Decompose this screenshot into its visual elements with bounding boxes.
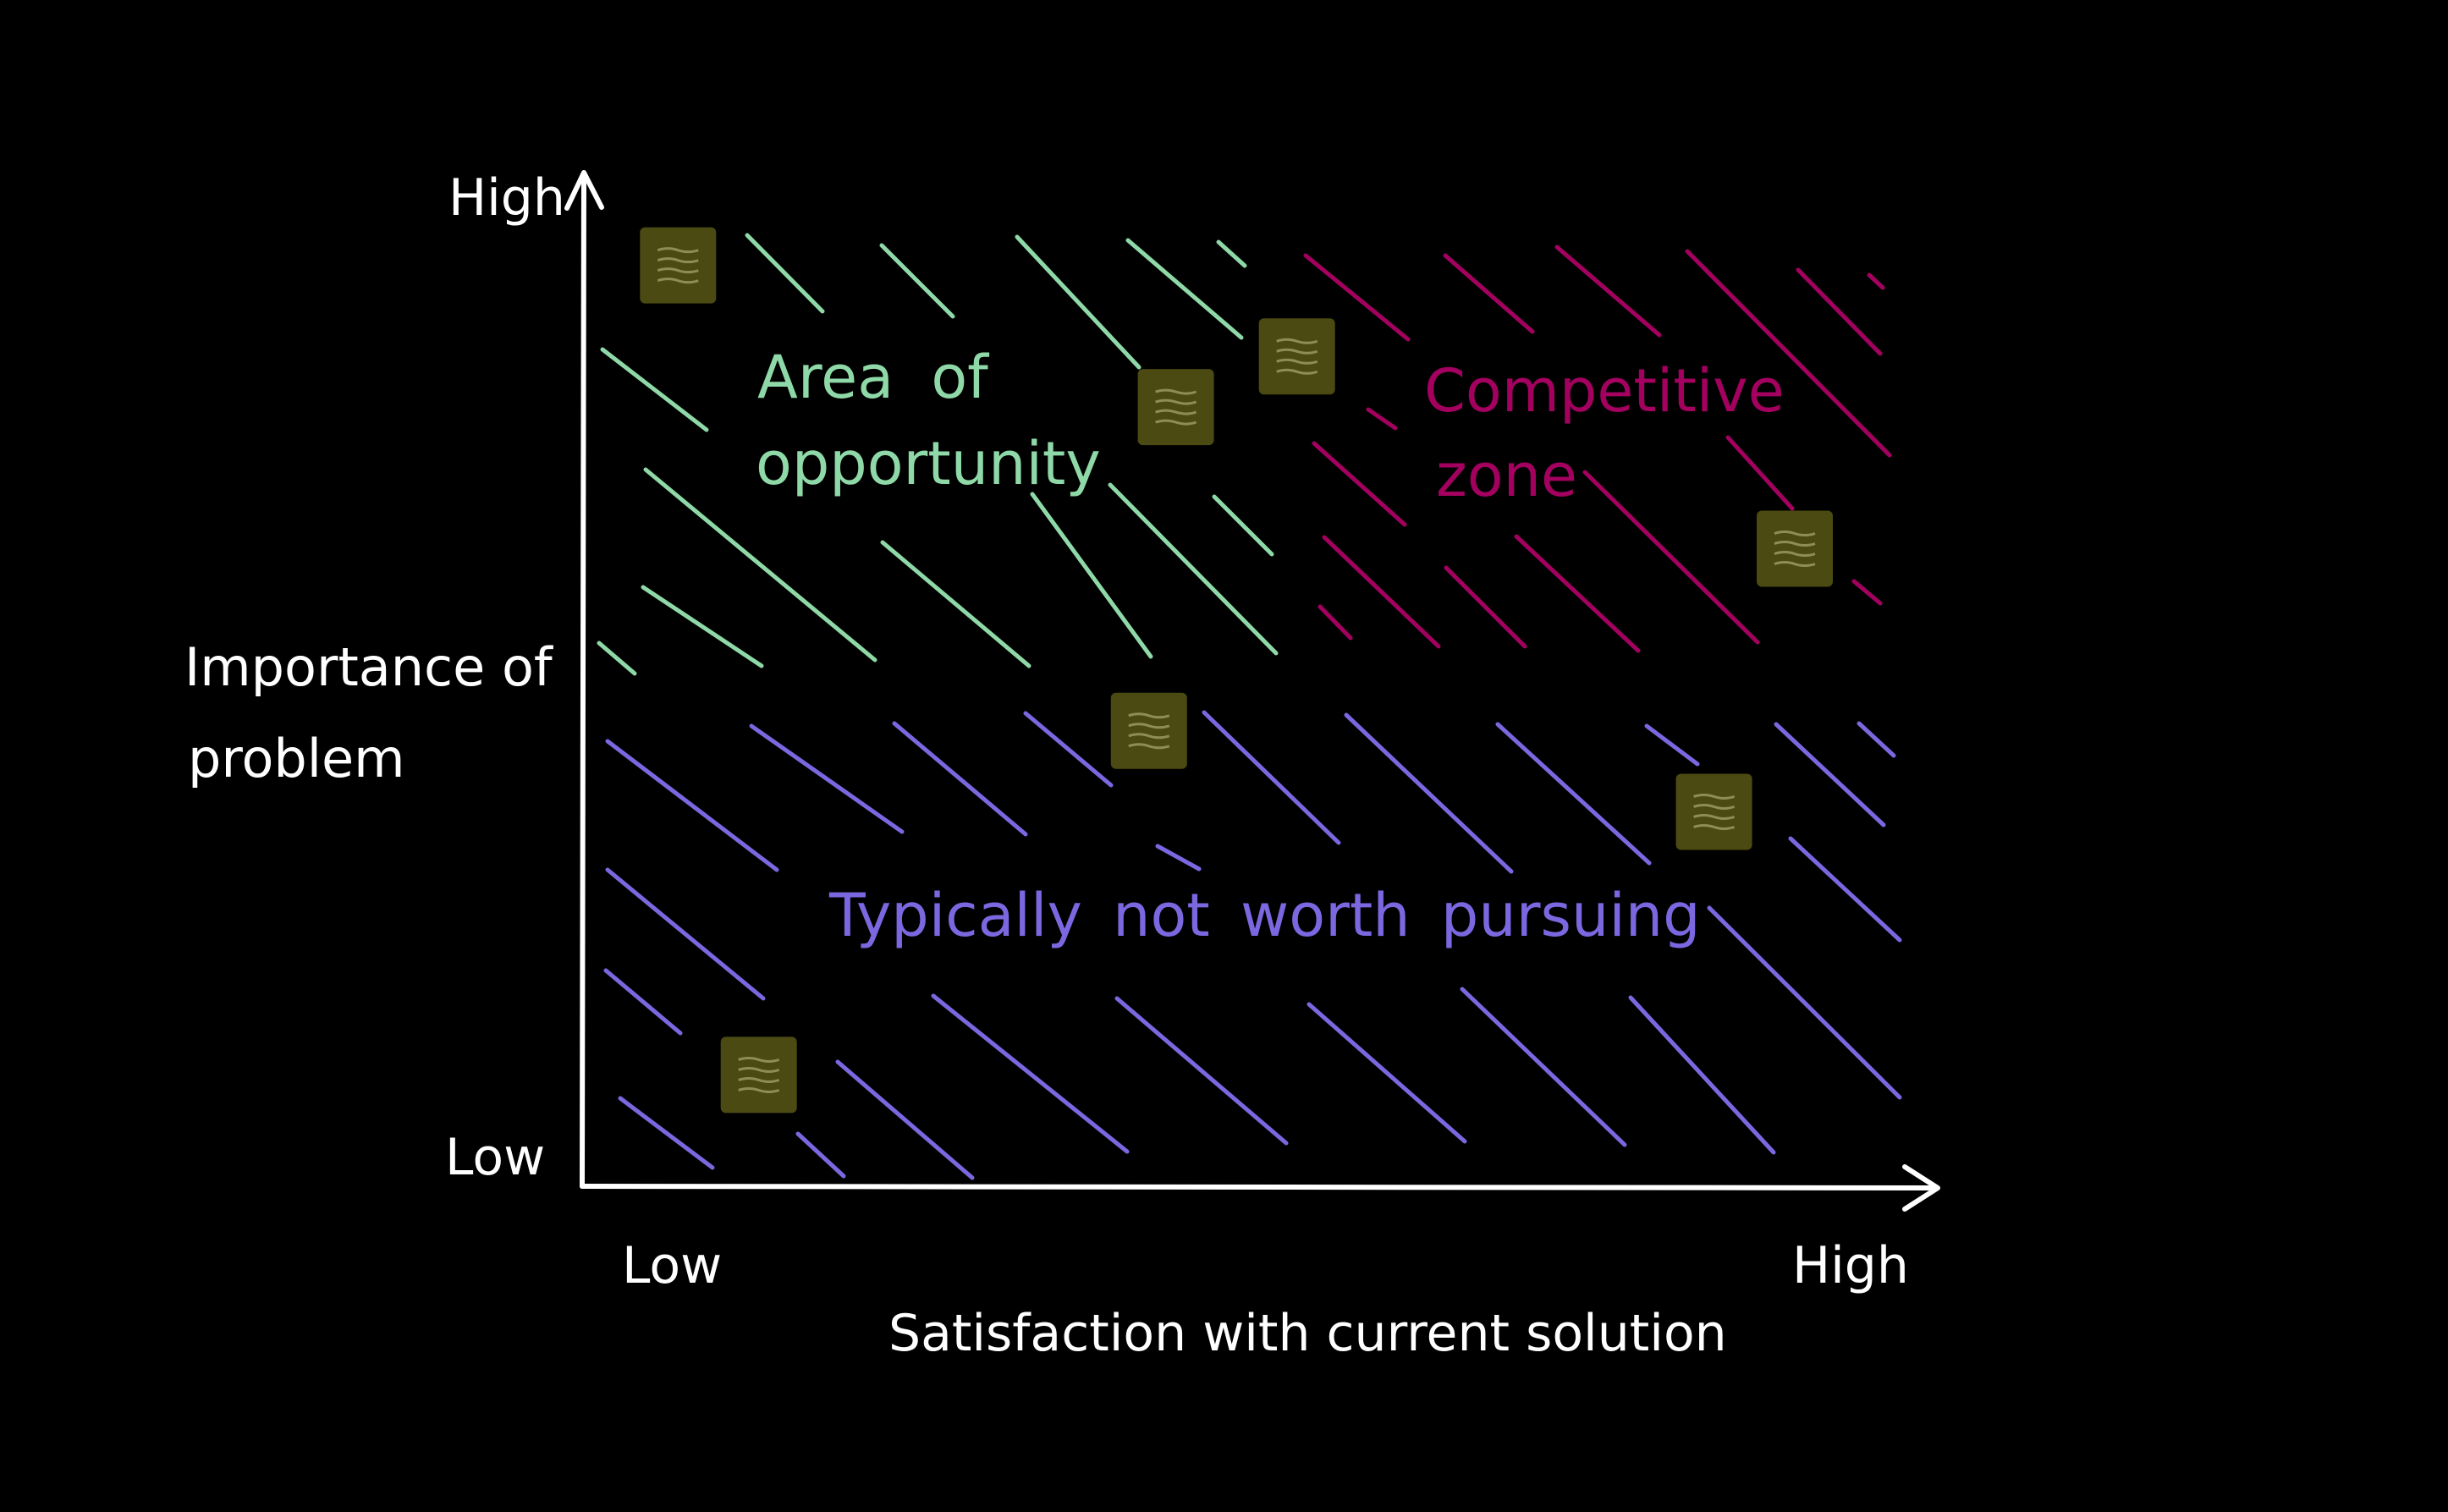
sticky-note-body <box>1137 369 1214 446</box>
sticky-note-text-lines-icon <box>1155 419 1197 426</box>
x-axis-title: Satisfaction with current solution <box>888 1304 1727 1363</box>
sticky-note-text-lines-icon <box>657 257 699 264</box>
sticky-note <box>640 227 717 304</box>
sticky-note-body <box>1757 510 1833 587</box>
sticky-note-body <box>720 1036 797 1113</box>
sticky-note-body <box>1110 692 1187 769</box>
sticky-note-text-lines-icon <box>1276 358 1318 365</box>
y-axis-title-line1: Importance of <box>184 636 554 698</box>
sticky-note-text-lines-icon <box>1128 712 1170 719</box>
sticky-note-text-lines-icon <box>1128 723 1170 729</box>
competitive-label-line1: Competitive <box>1424 356 1785 426</box>
y-axis-line <box>580 172 586 1189</box>
x-axis-line <box>580 1184 1936 1190</box>
sticky-note <box>1137 369 1214 446</box>
sticky-note-text-lines-icon <box>657 278 699 284</box>
sticky-note-text-lines-icon <box>738 1086 780 1093</box>
x-axis-high-label: High <box>1792 1236 1909 1295</box>
sticky-note-text-lines-icon <box>1276 348 1318 355</box>
sticky-note-text-lines-icon <box>738 1076 780 1083</box>
sticky-note-text-lines-icon <box>1155 388 1197 395</box>
y-axis-title-line2: problem <box>188 728 405 789</box>
sticky-note <box>720 1036 797 1113</box>
y-axis-low-label: Low <box>445 1128 545 1187</box>
sticky-note <box>1675 773 1752 850</box>
sticky-note-text-lines-icon <box>1774 541 1816 547</box>
sticky-note-text-lines-icon <box>1774 561 1816 568</box>
competitive-hatching <box>1303 245 1892 653</box>
opportunity-label-line2: opportunity <box>756 429 1101 498</box>
sticky-notes <box>640 227 1833 1113</box>
sticky-note-text-lines-icon <box>1774 551 1816 558</box>
sticky-note-text-lines-icon <box>1128 733 1170 740</box>
sticky-note-text-lines-icon <box>657 267 699 274</box>
sticky-note-text-lines-icon <box>738 1056 780 1063</box>
sticky-note-text-lines-icon <box>1155 409 1197 415</box>
sticky-note-body <box>640 227 717 304</box>
sticky-note-body <box>1258 318 1335 395</box>
sticky-note-text-lines-icon <box>738 1066 780 1073</box>
sticky-note-text-lines-icon <box>1128 743 1170 750</box>
sticky-note <box>1110 692 1187 769</box>
sticky-note-text-lines-icon <box>1774 531 1816 537</box>
sticky-note-body <box>1675 773 1752 850</box>
x-axis-low-label: Low <box>622 1236 722 1295</box>
opportunity-label-line1: Area of <box>757 343 989 412</box>
competitive-label-line2: zone <box>1436 441 1577 510</box>
y-axis-arrowhead-icon <box>564 170 604 211</box>
sticky-note <box>1258 318 1335 395</box>
sticky-note <box>1757 510 1833 587</box>
sticky-note-text-lines-icon <box>1693 813 1736 820</box>
sticky-note-text-lines-icon <box>1693 793 1736 800</box>
sticky-note-text-lines-icon <box>657 247 699 254</box>
opportunity-hatching <box>597 233 1279 676</box>
x-axis-arrowhead-icon <box>1902 1164 1940 1212</box>
axes <box>564 170 1940 1212</box>
sticky-note-text-lines-icon <box>1693 803 1736 810</box>
sticky-note-text-lines-icon <box>1276 338 1318 344</box>
not-worth-label: Typically not worth pursuing <box>828 881 1701 950</box>
not-worth-hatching <box>603 710 1902 1180</box>
sticky-note-text-lines-icon <box>1693 823 1736 830</box>
sticky-note-text-lines-icon <box>1276 368 1318 375</box>
sticky-note-text-lines-icon <box>1155 399 1197 405</box>
y-axis-high-label: High <box>448 168 565 228</box>
